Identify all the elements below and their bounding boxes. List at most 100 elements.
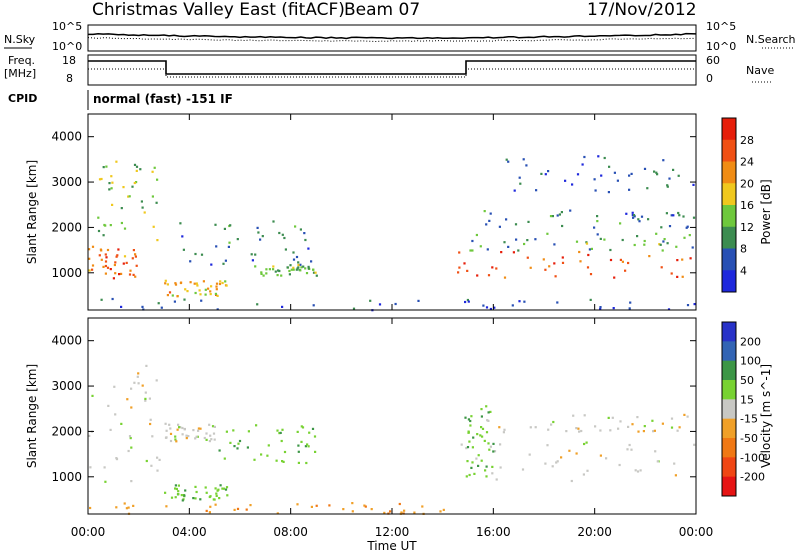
power-cell <box>675 245 678 248</box>
velocity-cell <box>213 498 216 501</box>
power-cell <box>633 215 636 218</box>
velocity-cell <box>129 437 132 440</box>
power-cell <box>272 265 275 268</box>
power-cell <box>579 260 582 263</box>
power-cell <box>663 238 666 241</box>
power-cell <box>666 184 669 187</box>
power-cell <box>518 300 521 303</box>
velocity-cell <box>611 416 614 419</box>
velocity-cell <box>123 502 126 505</box>
power-cell <box>596 215 599 218</box>
velocity-cell <box>487 419 490 422</box>
velocity-cell <box>208 511 211 514</box>
velocity-cell <box>297 444 300 447</box>
power-cell <box>204 293 207 296</box>
power-cell <box>519 182 522 185</box>
power-cell <box>115 255 118 258</box>
nave-label: Nave <box>746 64 774 77</box>
velocity-cell <box>221 487 224 490</box>
power-cell <box>593 178 596 181</box>
power-cell <box>609 258 613 262</box>
velocity-cell <box>164 422 167 425</box>
velocity-cell <box>174 438 177 441</box>
power-cell <box>666 242 669 245</box>
power-cell <box>660 226 663 229</box>
velocity-cell <box>351 510 354 513</box>
power-cell <box>643 239 646 243</box>
velocity-cell <box>210 438 213 441</box>
power-cell <box>458 266 461 269</box>
velocity-cell <box>208 440 211 443</box>
velocity-cell <box>267 444 270 447</box>
power-cell <box>98 254 101 257</box>
velocity-colorbar-tick-label: -50 <box>740 432 758 445</box>
velocity-cell <box>364 505 367 508</box>
power-cell <box>128 195 131 198</box>
nsky-trace <box>88 32 697 40</box>
velocity-cell <box>583 414 586 417</box>
velocity-cell <box>580 429 583 433</box>
power-cell <box>265 268 268 271</box>
velocity-colorbar-swatch <box>722 476 736 497</box>
power-cell <box>104 253 107 256</box>
power-cell <box>110 187 113 190</box>
velocity-cell <box>485 465 488 468</box>
velocity-cell <box>351 502 354 505</box>
velocity-cell <box>487 442 490 445</box>
velocity-cell <box>605 457 608 460</box>
power-cell <box>609 248 612 252</box>
power-cell <box>578 250 581 254</box>
velocity-cell <box>636 416 639 419</box>
velocity-colorbar-label: Velocity [m s^-1] <box>759 364 773 468</box>
power-cell <box>629 301 632 304</box>
power-cell <box>262 274 265 277</box>
power-cell <box>647 218 650 221</box>
velocity-cell <box>328 504 331 507</box>
power-cell <box>265 272 268 275</box>
velocity-cell <box>389 510 392 513</box>
velocity-cell <box>617 427 620 430</box>
power-cell <box>125 261 128 264</box>
power-cell <box>166 283 169 286</box>
velocity-cell <box>247 430 250 433</box>
power-cell <box>128 273 132 276</box>
velocity-cell <box>300 425 303 428</box>
power-cell <box>547 170 550 173</box>
velocity-cell <box>301 426 305 429</box>
time-tick-label: 16:00 <box>476 525 511 539</box>
power-heatmap <box>88 155 696 312</box>
velocity-cell <box>209 505 212 508</box>
velocity-cell <box>125 507 128 510</box>
nsearch-label: N.Search <box>746 33 796 46</box>
power-cell <box>109 268 112 271</box>
power-y-axis: 1000 2000 3000 4000 <box>51 114 697 310</box>
power-cell <box>310 260 313 263</box>
power-cell <box>668 225 672 228</box>
power-cell <box>117 248 120 251</box>
velocity-ytick-label: 1000 <box>51 470 82 484</box>
velocity-cell <box>583 442 586 446</box>
power-cell <box>655 232 658 235</box>
velocity-cell <box>480 426 483 429</box>
power-cell <box>157 302 160 305</box>
velocity-cell <box>310 505 313 508</box>
power-cell <box>485 223 488 226</box>
power-cell <box>292 258 296 261</box>
power-cell <box>184 288 187 291</box>
velocity-cell <box>130 406 133 409</box>
velocity-cell <box>485 405 488 408</box>
power-ytick-label: 2000 <box>51 220 82 234</box>
velocity-cell <box>296 430 299 433</box>
power-cell <box>179 222 182 225</box>
power-cell <box>228 241 231 244</box>
power-cell <box>174 283 178 286</box>
velocity-cell <box>115 458 119 461</box>
velocity-cell <box>238 439 242 443</box>
power-cell <box>603 238 606 241</box>
velocity-cell <box>492 450 495 453</box>
velocity-cell <box>479 434 482 437</box>
velocity-cell <box>236 447 239 450</box>
velocity-cell <box>560 456 563 459</box>
velocity-cell <box>304 445 307 448</box>
